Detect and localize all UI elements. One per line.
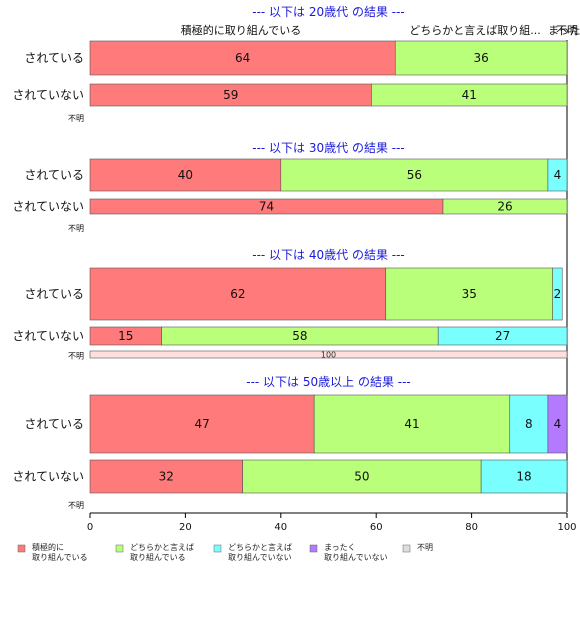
row-label: されていない (12, 88, 84, 102)
bar-segment (280, 158, 549, 192)
x-tick-label: 60 (370, 522, 383, 533)
bar-segment (89, 267, 387, 321)
segment-value-label: 59 (223, 88, 238, 102)
row-label: されている (24, 168, 84, 182)
x-tick-label: 0 (87, 522, 93, 533)
segment-value-label: 18 (516, 470, 531, 484)
row-label: 不明 (68, 114, 84, 123)
row-label: 不明 (68, 501, 84, 510)
legend-label: 積極的に (32, 542, 64, 552)
segment-value-label: 27 (495, 329, 510, 343)
bar-segment (437, 326, 568, 346)
bar-segment (89, 394, 315, 454)
bar-segment (547, 394, 568, 454)
row-label: 不明 (68, 224, 84, 233)
legend-label: 取り組んでいない (324, 552, 388, 562)
bar-segment (89, 350, 568, 359)
group-title: --- 以下は 20歳代 の結果 --- (252, 5, 405, 19)
bar-segment (313, 394, 511, 454)
row-label: されている (24, 287, 84, 301)
segment-value-label: 2 (554, 287, 562, 301)
top-category-label: 積極的に取り組んでいる (181, 23, 301, 37)
segment-value-label: 50 (354, 470, 369, 484)
segment-value-label: 4 (554, 417, 562, 431)
top-category-label: 不明 (556, 24, 578, 37)
row-label: されていない (12, 470, 84, 484)
bar-segment (385, 267, 553, 321)
row-label: されている (24, 51, 84, 65)
group-title: --- 以下は 40歳代 の結果 --- (252, 248, 405, 262)
top-category-label: どちらかと言えば取り組... (409, 24, 541, 37)
segment-value-label: 4 (554, 168, 562, 182)
segment-value-label: 26 (497, 200, 512, 214)
legend-label: 取り組んでいる (32, 552, 88, 562)
bar-segment (480, 459, 568, 494)
bar-segment (371, 83, 568, 107)
bar-segment (552, 267, 563, 321)
segment-value-label: 74 (259, 200, 274, 214)
group-title: --- 以下は 30歳代 の結果 --- (252, 141, 405, 155)
row-label: されている (24, 417, 84, 431)
segment-value-label: 41 (462, 88, 477, 102)
segment-value-label: 56 (407, 168, 422, 182)
segment-value-label: 100 (321, 351, 336, 360)
legend-label: どちらかと言えば (228, 542, 292, 552)
bar-segment (242, 459, 482, 494)
row-label: されていない (12, 200, 84, 214)
bar-segment (547, 158, 568, 192)
bar-segment (89, 40, 396, 76)
x-tick-label: 20 (179, 522, 192, 533)
segment-value-label: 62 (230, 287, 245, 301)
legend-swatch (309, 544, 318, 553)
legend-swatch (115, 544, 124, 553)
legend-label: どちらかと言えば (130, 542, 194, 552)
group-title: --- 以下は 50歳以上 の結果 --- (246, 375, 411, 389)
legend-label: 不明 (417, 543, 433, 552)
segment-value-label: 32 (159, 470, 174, 484)
top-category-label: まった (548, 24, 580, 37)
segment-value-label: 40 (178, 168, 193, 182)
bar-segment (89, 158, 282, 192)
legend-swatch (213, 544, 222, 553)
segment-value-label: 64 (235, 51, 250, 65)
x-tick-label: 80 (465, 522, 478, 533)
legend-swatch (17, 544, 26, 553)
segment-value-label: 47 (194, 417, 209, 431)
legend-label: 取り組んでいない (228, 552, 292, 562)
segment-value-label: 15 (118, 329, 133, 343)
x-tick-label: 100 (557, 522, 576, 533)
segment-value-label: 8 (525, 417, 533, 431)
bar-segment (394, 40, 568, 76)
segment-value-label: 58 (292, 329, 307, 343)
row-label: されていない (12, 329, 84, 343)
segment-value-label: 41 (404, 417, 419, 431)
legend-label: 取り組んでいる (130, 552, 186, 562)
segment-value-label: 35 (462, 287, 477, 301)
row-label: 不明 (68, 352, 84, 361)
bar-segment (89, 459, 243, 494)
x-tick-label: 40 (274, 522, 287, 533)
legend-label: まったく (324, 543, 356, 552)
legend-swatch (402, 544, 411, 553)
segment-value-label: 36 (473, 51, 488, 65)
bar-segment (442, 198, 568, 215)
